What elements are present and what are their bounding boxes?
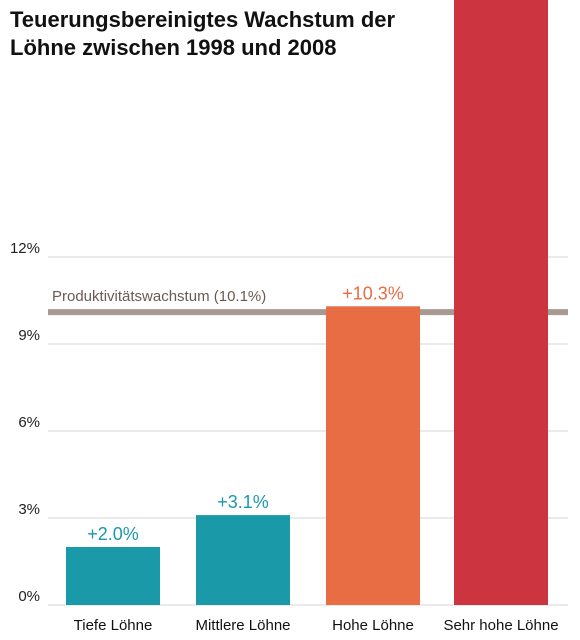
y-tick-label: 3%	[18, 501, 40, 518]
x-tick-label: Tiefe Löhne	[74, 617, 153, 634]
reference-line-label: Produktivitätswachstum (10.1%)	[52, 288, 266, 305]
bar	[454, 0, 548, 606]
bar	[326, 306, 420, 605]
x-tick-label: Sehr hohe Löhne	[443, 617, 558, 634]
y-tick-label: 9%	[18, 327, 40, 344]
bar-value-label: +3.1%	[217, 492, 269, 512]
y-tick-label: 12%	[10, 240, 40, 257]
x-tick-label: Mittlere Löhne	[195, 617, 290, 634]
x-tick-label: Hohe Löhne	[332, 617, 414, 634]
bar	[66, 547, 160, 605]
bar-value-label: +10.3%	[342, 283, 404, 303]
y-tick-label: 0%	[18, 588, 40, 605]
bar	[196, 515, 290, 605]
y-tick-label: 6%	[18, 414, 40, 431]
chart-title: Teuerungsbereinigtes Wachstum der Löhne …	[10, 7, 396, 60]
bar-value-label: +2.0%	[87, 524, 139, 544]
